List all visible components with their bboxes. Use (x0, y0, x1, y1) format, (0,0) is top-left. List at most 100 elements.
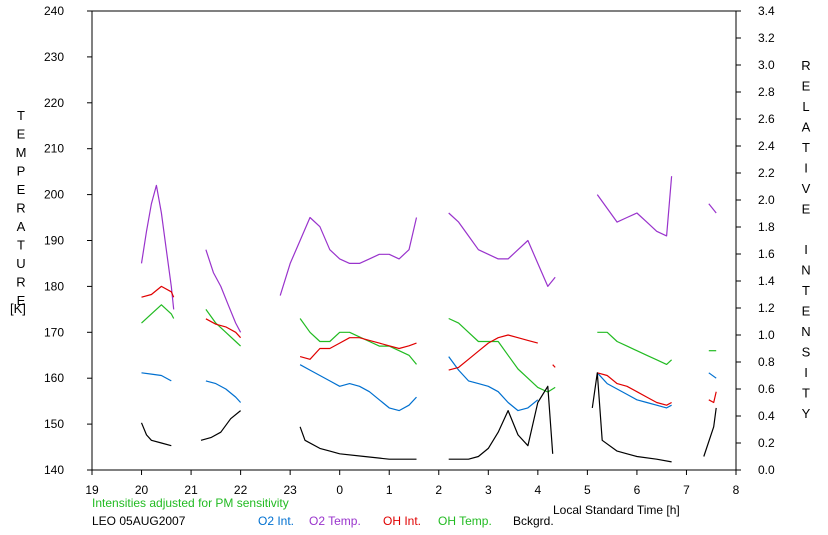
series-o2-int--segment-4 (596, 372, 672, 409)
right-axis-title-char: N (801, 324, 810, 339)
x-tick-label-13: 8 (733, 483, 740, 497)
y-left-tick-label-1: 150 (44, 417, 64, 431)
x-tick-label-3: 22 (234, 483, 248, 497)
series-oh-int--segment-4 (552, 364, 556, 368)
left-axis-title-char: P (17, 164, 26, 179)
x-tick-label-6: 1 (386, 483, 393, 497)
x-tick-label-2: 21 (184, 483, 198, 497)
axis-layer: 19 20 21 22 23 0 1 2 3 4 5 6 7 8140150160170180190200… (44, 4, 775, 497)
series-oh-int--segment-6 (708, 391, 717, 404)
y-right-tick-label-3: 0.6 (758, 382, 775, 396)
right-axis-title-char: E (802, 202, 811, 217)
y-left-tick-label-10: 240 (44, 4, 64, 18)
y-left-tick-label-6: 200 (44, 188, 64, 202)
x-tick-label-10: 5 (584, 483, 591, 497)
y-left-tick-label-7: 210 (44, 142, 64, 156)
legend-o2-int: O2 Int. (258, 514, 294, 528)
y-right-tick-label-6: 1.2 (758, 301, 775, 315)
x-tick-label-5: 0 (336, 483, 343, 497)
series-oh-temp--segment-2 (299, 318, 417, 365)
x-tick-label-11: 6 (634, 483, 641, 497)
series-o2-temp--segment-5 (708, 203, 717, 214)
series-bckgrd--segment-0 (140, 422, 172, 447)
left-axis-title-char: A (17, 219, 26, 234)
left-axis-unit: [K] (10, 301, 26, 316)
right-axis-title-char: I (804, 365, 808, 380)
right-axis-title-char: T (802, 140, 810, 155)
series-bckgrd--segment-3 (448, 385, 554, 460)
series-bckgrd--segment-4 (591, 372, 672, 463)
y-right-tick-label-17: 3.4 (758, 4, 775, 18)
y-right-tick-label-0: 0.0 (758, 463, 775, 477)
y-left-tick-label-3: 170 (44, 325, 64, 339)
series-bckgrd--segment-1 (200, 410, 241, 441)
legend-oh-int: OH Int. (383, 514, 421, 528)
left-axis-title-char: M (16, 145, 27, 160)
y-right-tick-label-9: 1.8 (758, 220, 775, 234)
series-oh-temp--segment-1 (205, 309, 242, 347)
series-bckgrd--segment-5 (703, 407, 717, 457)
right-axis-title-char: S (802, 345, 811, 360)
y-left-tick-label-4: 180 (44, 279, 64, 293)
x-axis-title: Local Standard Time [h] (553, 503, 680, 517)
y-left-tick-label-2: 160 (44, 371, 64, 385)
right-axis-title-char: E (802, 79, 811, 94)
right-axis-title-char: E (802, 304, 811, 319)
y-right-tick-label-5: 1.0 (758, 328, 775, 342)
series-oh-int--segment-1 (205, 318, 242, 339)
y-right-tick-label-16: 3.2 (758, 31, 775, 45)
series-bckgrd--segment-2 (299, 426, 417, 460)
y-left-tick-label-0: 140 (44, 463, 64, 477)
series-oh-temp--segment-0 (141, 304, 175, 324)
right-axis-title-char: Y (802, 406, 811, 421)
y-right-tick-label-7: 1.4 (758, 274, 775, 288)
right-axis-title-char: I (804, 161, 808, 176)
x-tick-label-1: 20 (135, 483, 149, 497)
series-o2-temp--segment-3 (448, 212, 556, 287)
y-left-tick-label-5: 190 (44, 234, 64, 248)
y-right-tick-label-2: 0.4 (758, 409, 775, 423)
series-oh-temp--segment-3 (448, 317, 556, 393)
left-axis-title-char: E (17, 182, 26, 197)
series-o2-int--segment-5 (708, 372, 717, 379)
left-axis-title-char: T (17, 108, 25, 123)
right-axis-title-char: L (802, 99, 809, 114)
left-axis-title-char: R (16, 275, 25, 290)
y-left-tick-label-8: 220 (44, 96, 64, 110)
right-axis-title-char: A (802, 120, 811, 135)
series-o2-int--segment-3 (448, 356, 539, 412)
series-o2-int--segment-2 (299, 364, 417, 412)
series-o2-int--segment-0 (141, 372, 172, 382)
x-tick-label-7: 2 (435, 483, 442, 497)
right-axis-title-char: T (802, 386, 810, 401)
y-right-tick-label-1: 0.2 (758, 436, 775, 450)
series-o2-temp--segment-2 (279, 216, 418, 296)
series-o2-temp--segment-1 (205, 249, 242, 333)
series-oh-int--segment-3 (448, 334, 538, 371)
sensitivity-note: Intensities adjusted for PM sensitivity (92, 496, 289, 510)
x-tick-label-4: 23 (283, 483, 297, 497)
series-layer (140, 176, 717, 463)
right-axis-title-char: I (804, 242, 808, 257)
left-axis-title-char: T (17, 238, 25, 253)
right-axis-title-char: T (802, 283, 810, 298)
series-o2-temp--segment-0 (140, 184, 175, 310)
y-left-tick-label-9: 230 (44, 50, 64, 64)
left-axis-title-char: E (17, 293, 26, 308)
left-axis-title-char: U (16, 256, 25, 271)
left-axis-title-char: E (17, 127, 26, 142)
series-oh-int--segment-0 (141, 285, 175, 298)
x-tick-label-9: 4 (535, 483, 542, 497)
series-oh-int--segment-5 (597, 372, 672, 406)
y-right-tick-label-10: 2.0 (758, 193, 775, 207)
right-axis-title-char: N (801, 263, 810, 278)
right-axis-title-char: R (801, 58, 810, 73)
y-right-tick-label-14: 2.8 (758, 85, 775, 99)
station-label: LEO 05AUG2007 (92, 514, 186, 528)
y-right-tick-label-4: 0.8 (758, 355, 775, 369)
series-oh-temp--segment-4 (597, 331, 673, 365)
series-o2-temp--segment-4 (596, 176, 673, 237)
